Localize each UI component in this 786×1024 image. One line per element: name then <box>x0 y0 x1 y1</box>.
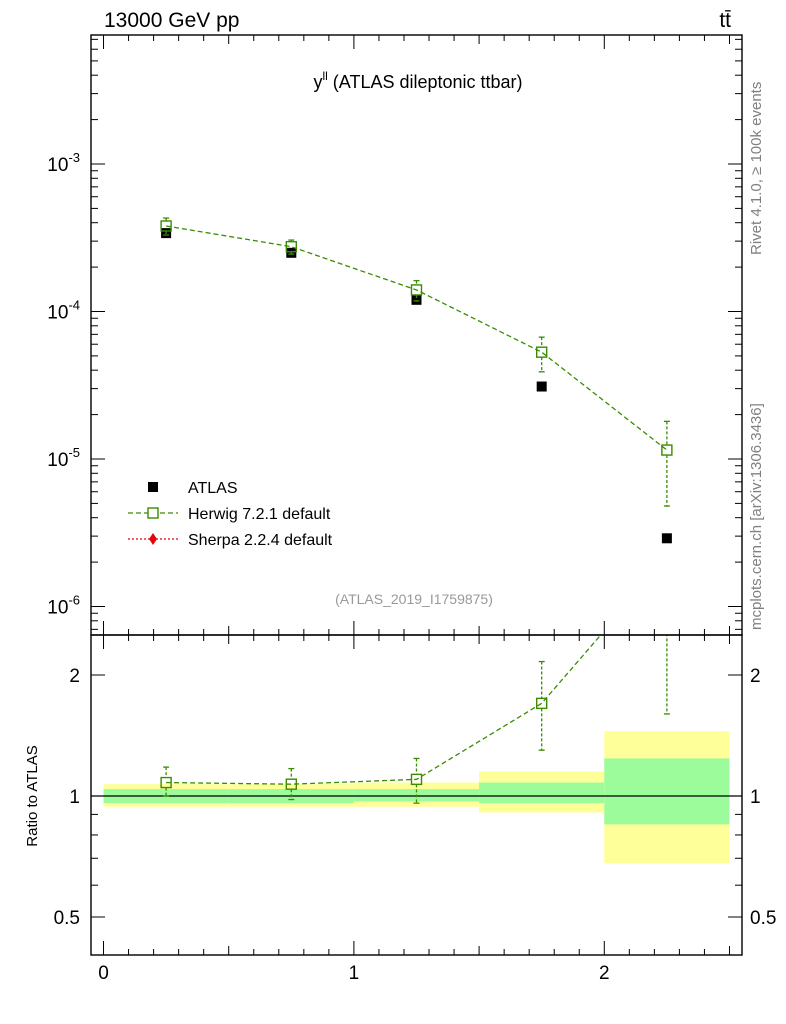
legend-marker-atlas <box>148 482 158 492</box>
tick-exponent: -3 <box>68 150 80 165</box>
atlas-point <box>536 381 547 392</box>
analysis-id-label: (ATLAS_2019_I1759875) <box>335 591 493 607</box>
ratio-stat-band <box>479 782 605 804</box>
legend-entry-label: ATLAS <box>188 480 238 497</box>
main-panel: 10-310-410-510-6 yll (ATLAS dileptonic t… <box>47 34 743 636</box>
ratio-x-tick-label: 0 <box>98 963 109 984</box>
herwig-point <box>160 220 172 232</box>
ratio-x-tick-label: 1 <box>349 963 360 984</box>
tick-base: 10 <box>47 450 68 471</box>
ratio-herwig-point <box>160 776 172 789</box>
ratio-frame <box>90 634 743 956</box>
ratio-panel: 2 2 1 1 0.5 0.5 0 1 2 Ratio to ATLAS <box>24 553 777 984</box>
ratio-herwig-point <box>285 778 298 790</box>
tick-exponent: -6 <box>68 593 80 608</box>
ratio-axis-ticks <box>91 635 742 955</box>
tick-exponent: -5 <box>68 445 80 460</box>
atlas-point <box>411 294 422 305</box>
process-label: tt̄ <box>719 9 731 32</box>
ratio-series-layer <box>160 553 672 804</box>
mcplots-label: mcplots.cern.ch [arXiv:1306.3436] <box>748 403 765 630</box>
ratio-y-axis-label: Ratio to ATLAS <box>24 745 41 846</box>
main-series-layer <box>160 217 673 544</box>
main-y-tick-label: 10-3 <box>47 150 80 176</box>
ratio-y-tick-label-right: 0.5 <box>750 908 776 929</box>
chart-title-main: y <box>313 72 322 92</box>
chart-title-rest: (ATLAS dileptonic ttbar) <box>328 72 523 92</box>
ratio-y-tick-label: 0.5 <box>54 908 80 929</box>
legend-marker-herwig <box>147 507 159 519</box>
main-y-tick-labels: 10-310-410-510-6 <box>47 150 80 619</box>
herwig-point <box>661 444 673 456</box>
ratio-herwig-line <box>166 635 602 785</box>
ratio-herwig-point <box>662 553 672 563</box>
herwig-line <box>166 225 668 451</box>
atlas-point <box>661 533 672 544</box>
rivet-version-label: Rivet 4.1.0, ≥ 100k events <box>748 82 765 255</box>
chart-title: yll (ATLAS dileptonic ttbar) <box>313 69 522 92</box>
tick-base: 10 <box>47 155 68 176</box>
legend-marker-sherpa <box>149 533 157 545</box>
tick-base: 10 <box>47 598 68 619</box>
legend-entry-label: Herwig 7.2.1 default <box>188 506 331 523</box>
chart-title-sup: ll <box>322 69 327 83</box>
ratio-x-tick-labels: 0 1 2 <box>98 963 609 984</box>
ratio-y-tick-label: 1 <box>69 787 80 808</box>
herwig-point <box>535 346 548 358</box>
herwig-point <box>410 284 423 296</box>
main-y-tick-label: 10-6 <box>47 593 80 619</box>
tick-base: 10 <box>47 303 68 324</box>
ratio-x-tick-label: 2 <box>599 963 610 984</box>
ratio-herwig-point <box>535 697 548 710</box>
legend-entry-label: Sherpa 2.2.4 default <box>188 532 333 549</box>
ratio-y-tick-label-right: 1 <box>750 787 761 808</box>
tick-exponent: -4 <box>68 298 80 313</box>
main-y-tick-label: 10-4 <box>47 298 80 324</box>
ratio-y-tick-labels: 2 2 1 1 0.5 0.5 <box>54 666 777 929</box>
legend: ATLAS Herwig 7.2.1 default Sherpa 2.2.4 de… <box>128 480 333 549</box>
ratio-y-tick-label-right: 2 <box>750 666 761 687</box>
energy-label: 13000 GeV pp <box>104 9 239 32</box>
ratio-herwig-point <box>410 773 423 786</box>
main-y-tick-label: 10-5 <box>47 445 80 471</box>
main-axis-ticks <box>91 35 742 635</box>
ratio-y-tick-label: 2 <box>69 666 80 687</box>
herwig-point <box>285 240 298 253</box>
ratio-stat-band <box>604 758 730 825</box>
